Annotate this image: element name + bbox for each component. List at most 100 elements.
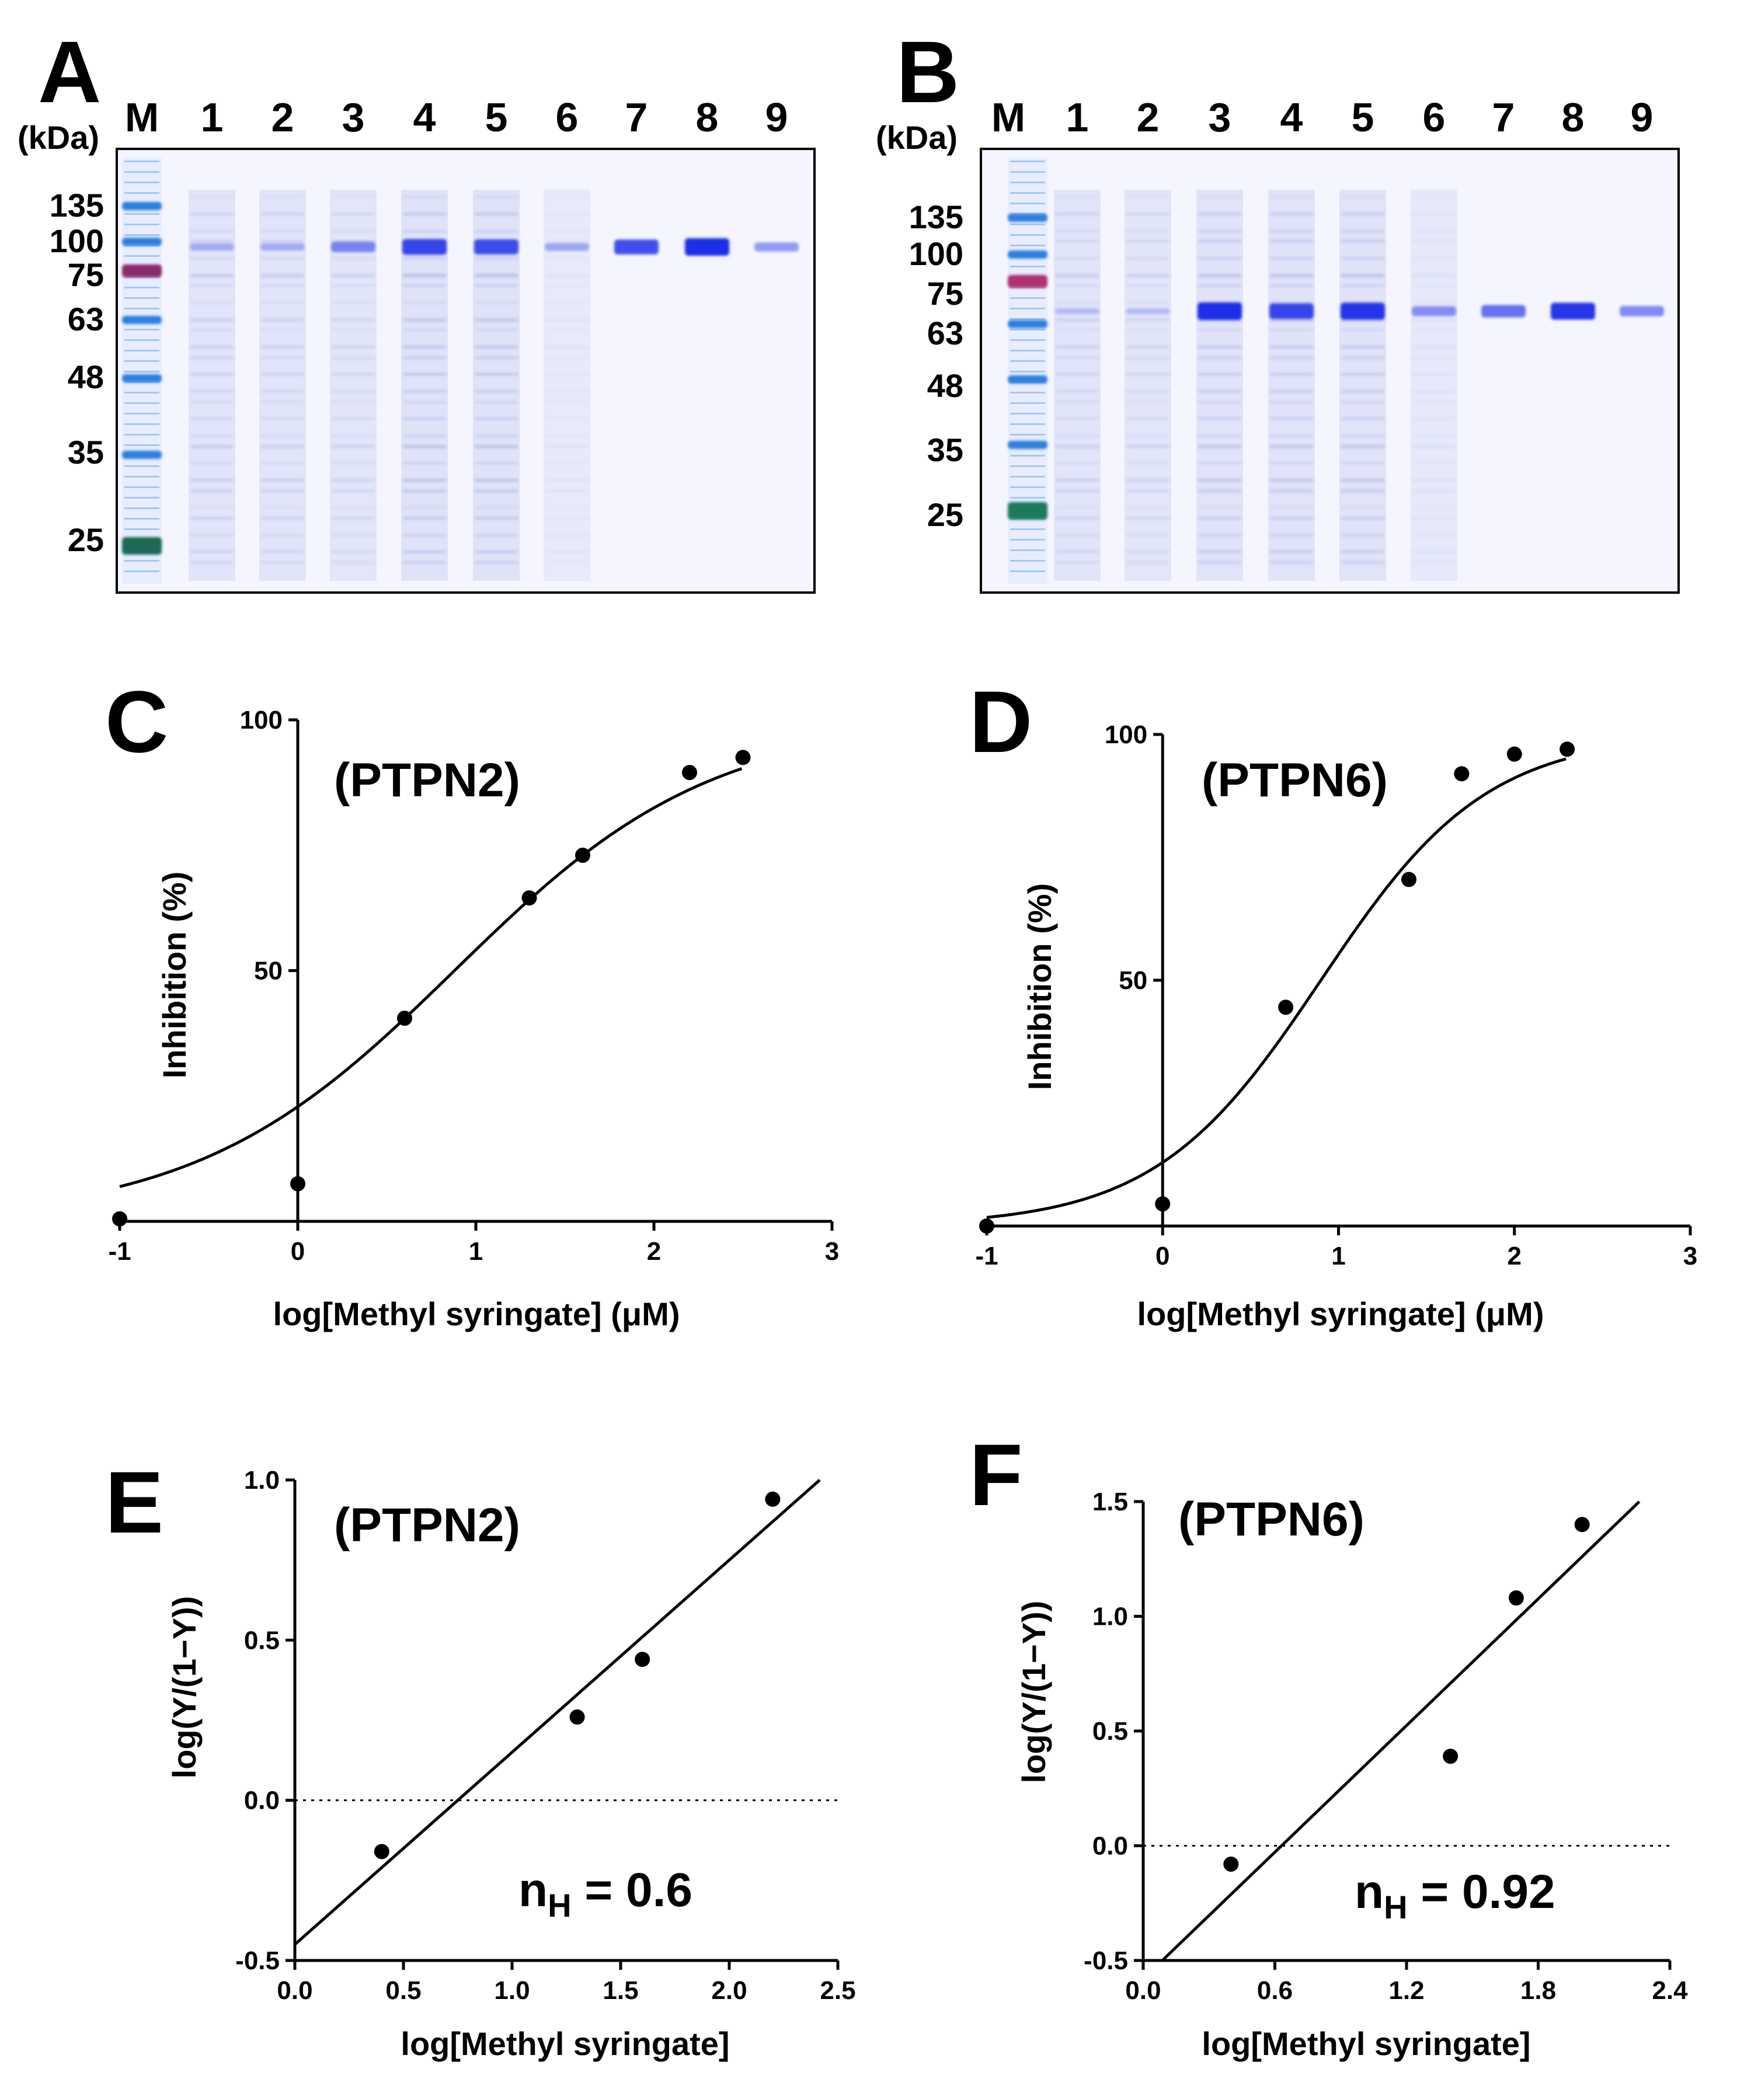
fit-line (294, 1479, 821, 1946)
data-point (1278, 999, 1294, 1015)
gel-band (1341, 445, 1384, 448)
marker-label: 100 (909, 235, 963, 272)
chart-marks: 0.0 0.5 1.0 1.5 2.0 2.5-0.50.00.51.0 (235, 1466, 855, 2005)
gel-band (1056, 479, 1099, 482)
gel-band (190, 534, 234, 537)
gel-panel-a: (kDa) M 1 2 3 4 5 6 7 8 9 135 100 75 63 … (18, 95, 816, 594)
gel-band (1056, 196, 1099, 198)
y-axis-title: Inhibition (%) (156, 872, 193, 1079)
lane-label: 3 (342, 95, 365, 140)
gel-band (1270, 506, 1313, 509)
chart-panel-f: (PTPN6) log[Methyl syringate] log(Y/(1−Y… (1015, 1488, 1688, 2062)
gel-band (332, 274, 375, 277)
gel-band (1341, 417, 1384, 420)
gel-marker-faint (1010, 224, 1045, 225)
gel-band (1341, 346, 1384, 349)
gel-band (1198, 534, 1241, 537)
gel-marker-band (1008, 375, 1047, 384)
gel-band (1270, 196, 1313, 198)
data-point (1560, 741, 1575, 757)
gel-band (1126, 196, 1169, 198)
gel-band (1126, 346, 1169, 349)
gel-band (1270, 373, 1313, 375)
gel-marker-faint (1010, 539, 1045, 541)
gel-band (332, 229, 375, 233)
gel-band (1341, 240, 1384, 242)
gel-band (332, 257, 375, 260)
x-tick-label: 0.0 (1125, 1976, 1161, 2005)
gel-band (1056, 517, 1099, 520)
gel-lane-smear (1196, 190, 1243, 581)
gel-band (1126, 489, 1169, 493)
gel-marker-faint (1010, 339, 1045, 341)
chart-title: (PTPN2) (334, 754, 520, 807)
gel-band (1412, 301, 1456, 304)
gel-band (332, 506, 375, 509)
gel-band (1412, 274, 1456, 277)
data-point (979, 1218, 994, 1234)
gel-marker-faint (1010, 465, 1045, 467)
x-axis-title: log[Methyl syringate] (1202, 2025, 1530, 2062)
gel-band (261, 240, 304, 242)
gel-marker-band (122, 537, 162, 555)
gel-band (403, 329, 446, 331)
gel-lane-smear (1125, 190, 1171, 581)
y-tick-label: -0.5 (1084, 1946, 1128, 1975)
lane-label: 7 (625, 95, 648, 140)
gel-band (1270, 284, 1313, 287)
gel-band (190, 489, 234, 493)
gel-marker-faint (124, 161, 159, 162)
gel-band (1126, 229, 1169, 233)
marker-label: 48 (68, 358, 104, 395)
y-tick-label: 0.0 (1092, 1832, 1128, 1861)
gel-band (403, 517, 446, 520)
gel-band (332, 213, 375, 215)
chart-marks: -1 0 1 2 3 50 100 (108, 706, 839, 1266)
gel-band (403, 561, 446, 564)
gel-band (1198, 196, 1241, 198)
gel-band (403, 401, 446, 404)
gel-band (475, 445, 518, 448)
hill-coefficient-label: nH = 0.6 (518, 1864, 692, 1924)
y-tick-label: 1.0 (244, 1466, 280, 1495)
gel-marker-band (1008, 250, 1047, 259)
gel-band (261, 373, 304, 375)
data-point (1155, 1196, 1171, 1212)
gel-band (332, 462, 375, 464)
gel-band (403, 417, 446, 420)
gel-band (190, 274, 234, 277)
gel-band (261, 551, 304, 553)
lane-label: 6 (556, 95, 579, 140)
gel-marker-faint (124, 297, 159, 299)
gel-band (1056, 240, 1099, 242)
gel-band (1056, 390, 1099, 393)
gel-unit-label: (kDa) (876, 119, 958, 156)
gel-lane-smear (401, 190, 448, 581)
gel-marker-faint (1010, 392, 1045, 393)
gel-lanes (1008, 158, 1664, 584)
gel-marker-faint (1010, 413, 1045, 415)
gel-band (475, 257, 518, 260)
marker-label: 135 (50, 187, 104, 224)
gel-band (1270, 479, 1313, 482)
x-tick-label: 1.2 (1388, 1976, 1424, 2005)
gel-band (332, 373, 375, 375)
gel-band (475, 417, 518, 420)
gel-band (190, 346, 234, 349)
lane-label: 6 (1423, 95, 1446, 140)
gel-band (1341, 301, 1384, 304)
hill-coefficient-label: nH = 0.92 (1355, 1865, 1555, 1925)
panel-label-f: F (969, 1426, 1023, 1524)
gel-marker-faint (1010, 234, 1045, 236)
gel-marker-faint (124, 392, 159, 393)
gel-target-band (260, 243, 305, 251)
gel-band (1270, 489, 1313, 493)
gel-band (332, 445, 375, 448)
gel-band (1341, 479, 1384, 482)
gel-band (261, 517, 304, 520)
gel-marker-band (122, 238, 162, 246)
gel-band (1056, 373, 1099, 375)
gel-band (1270, 301, 1313, 304)
gel-unit-label: (kDa) (18, 119, 99, 156)
gel-band (1412, 506, 1456, 509)
